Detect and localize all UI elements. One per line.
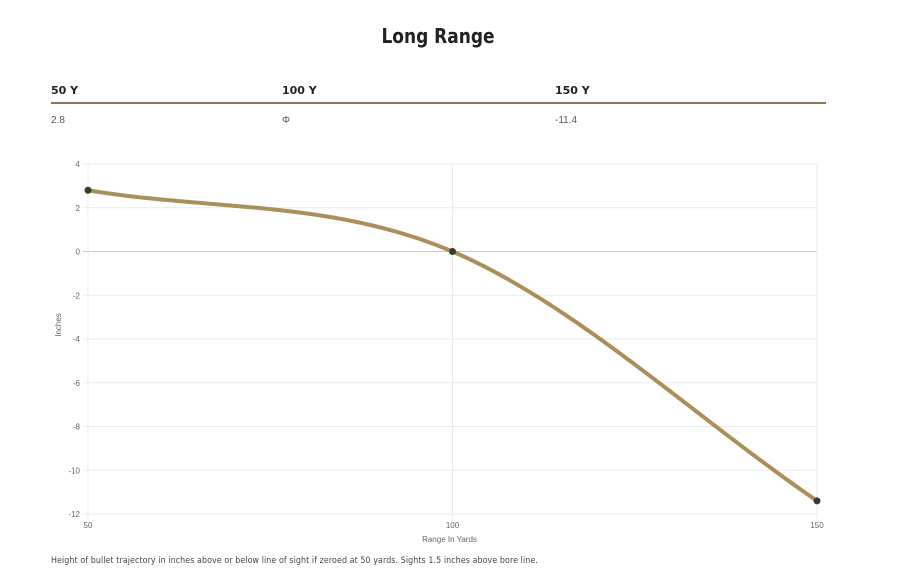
table-cell-50y: 2.8: [51, 115, 65, 126]
table-header-100y: 100 Y: [282, 84, 317, 97]
y-tick-label: -6: [73, 379, 81, 388]
y-tick-label: 4: [76, 160, 81, 169]
table-cell-100y: Φ: [282, 115, 290, 126]
y-tick-label: -4: [73, 335, 81, 344]
x-tick-label: 100: [446, 521, 460, 530]
y-axis-label: Inches: [54, 313, 63, 337]
y-tick-label: -12: [68, 510, 80, 519]
x-tick-label: 150: [810, 521, 824, 530]
y-tick-label: -2: [73, 291, 81, 300]
y-tick-label: 2: [76, 204, 81, 213]
footnote: Height of bullet trajectory in inches ab…: [51, 556, 538, 566]
table-row: 2.8 Φ -11.4: [51, 104, 826, 132]
trajectory-table: 50 Y 100 Y 150 Y 2.8 Φ -11.4: [51, 80, 826, 132]
table-header-150y: 150 Y: [555, 84, 590, 97]
y-tick-label: 0: [76, 248, 81, 257]
data-point: [813, 497, 821, 505]
table-header-row: 50 Y 100 Y 150 Y: [51, 80, 826, 104]
x-axis-label: Range In Yards: [422, 535, 477, 544]
y-tick-label: -10: [68, 466, 80, 475]
table-header-50y: 50 Y: [51, 84, 79, 97]
y-tick-label: -8: [73, 423, 81, 432]
chart-title: Long Range: [381, 24, 495, 48]
data-point: [449, 248, 456, 255]
data-point: [84, 186, 92, 194]
trajectory-chart: 4 2 0 -2 -4 -6 -8 -10 -12 50 100 150 Range In Yards I…: [54, 160, 824, 544]
table-cell-150y: -11.4: [555, 115, 578, 126]
x-tick-label: 50: [84, 521, 93, 530]
